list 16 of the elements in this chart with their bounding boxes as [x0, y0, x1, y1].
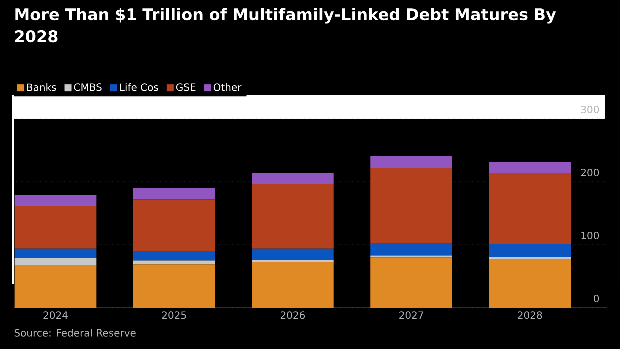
y-tick-label: 0 — [594, 294, 600, 303]
chart-title: More Than $1 Trillion of Multifamily-Linked Debt Matures By 2028 — [15, 8, 556, 43]
y-tick-label: 200 — [581, 168, 600, 177]
source-note: Source: Federal Reserve — [14, 329, 136, 337]
x-tick-label: 2024 — [44, 312, 68, 320]
x-tick-label: 2026 — [280, 312, 306, 320]
y-tick-label: 300 — [581, 106, 600, 114]
legend-label: GSE — [176, 84, 196, 92]
x-tick-label: 2028 — [518, 312, 542, 320]
legend-label: CMBS — [74, 84, 102, 92]
legend-label: Life Cos — [120, 84, 158, 92]
legend-label: Banks — [27, 84, 56, 92]
x-tick-label: 2027 — [400, 312, 424, 320]
x-tick-label: 2025 — [162, 312, 186, 320]
y-tick-label: 100 — [582, 232, 600, 240]
legend-label: Other — [214, 84, 242, 92]
